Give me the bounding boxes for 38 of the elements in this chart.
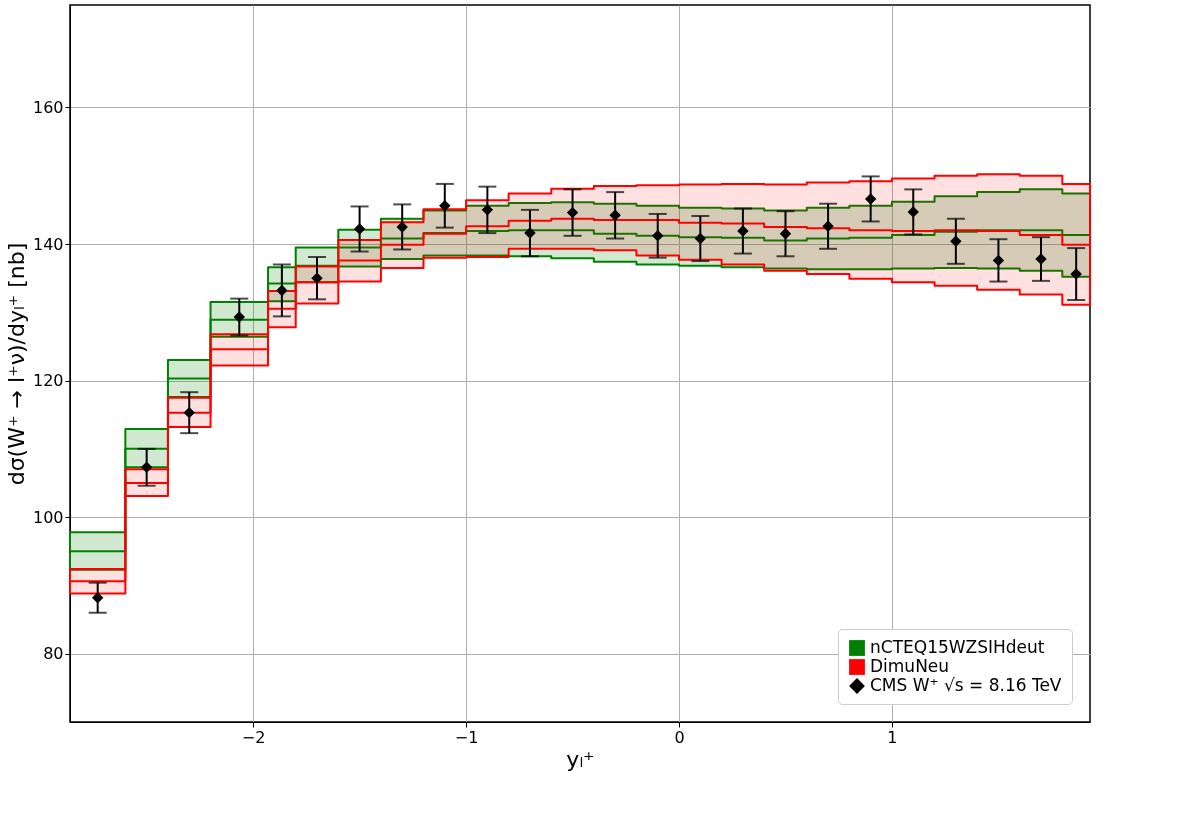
- point: [524, 227, 536, 239]
- y-tick-label: 140: [32, 234, 64, 254]
- point: [907, 206, 919, 218]
- y-axis-title: dσ(W⁺ → l⁺ν)/dyₗ⁺ [nb]: [3, 242, 29, 486]
- x-tick-label: 0: [674, 727, 685, 747]
- point: [950, 235, 962, 247]
- point: [992, 254, 1005, 267]
- point: [481, 204, 494, 216]
- point: [233, 311, 245, 323]
- y-tick-label: 80: [43, 644, 64, 664]
- point: [91, 592, 104, 604]
- point: [276, 284, 288, 297]
- point: [439, 200, 451, 212]
- x-tick-label: −1: [454, 727, 479, 747]
- point: [566, 206, 579, 219]
- point: [694, 232, 707, 245]
- point: [140, 461, 153, 473]
- point: [609, 209, 621, 222]
- point: [652, 230, 664, 242]
- y-tick-label: 100: [32, 507, 64, 527]
- legend-label: DimuNeu: [870, 656, 950, 676]
- point: [737, 225, 749, 237]
- point: [779, 228, 792, 240]
- point: [311, 272, 323, 284]
- point: [864, 193, 877, 205]
- x-axis-title: yₗ⁺: [566, 746, 595, 772]
- legend-label: CMS W⁺ √s = 8.16 TeV: [870, 675, 1062, 695]
- y-tick-label: 160: [32, 97, 64, 117]
- y-tick-label: 120: [32, 371, 64, 391]
- point: [183, 406, 195, 419]
- legend-label: nCTEQ15WZSIHdeut: [870, 637, 1045, 657]
- point: [353, 223, 366, 235]
- point: [396, 221, 408, 233]
- x-tick-label: 1: [887, 727, 898, 747]
- point: [822, 220, 834, 232]
- x-tick-label: −2: [241, 727, 266, 747]
- point: [1035, 253, 1047, 265]
- point: [1070, 268, 1082, 280]
